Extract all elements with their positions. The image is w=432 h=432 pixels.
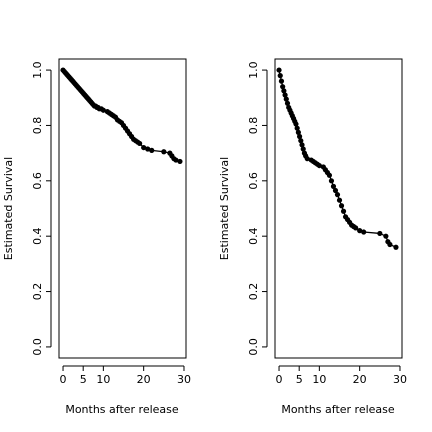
survival-point (161, 149, 167, 155)
survival-point (284, 100, 291, 106)
survival-point (298, 138, 304, 144)
x-tick-label: 10 (96, 373, 110, 386)
x-tick-label: 0 (276, 373, 283, 386)
x-axis-title: Months after release (281, 403, 395, 416)
survival-point (177, 158, 183, 165)
survival-point (336, 197, 343, 203)
x-tick-label: 30 (177, 373, 191, 386)
survival-point (294, 125, 300, 131)
survival-point (296, 133, 303, 140)
y-tick-label: 0.0 (247, 338, 260, 356)
survival-point (282, 92, 288, 98)
survival-point (326, 172, 333, 178)
y-tick-label: 0.8 (31, 117, 44, 135)
survival-point (299, 142, 305, 148)
survival-point (276, 67, 282, 73)
survival-point (141, 144, 147, 151)
survival-point (353, 225, 359, 231)
y-tick-label: 0.6 (31, 172, 44, 190)
x-tick-label: 20 (353, 373, 367, 386)
y-axis-title: Estimated Survival (2, 157, 15, 260)
survival-point (304, 156, 310, 162)
x-tick-label: 5 (296, 373, 303, 386)
y-tick-label: 0.2 (31, 283, 44, 301)
survival-point (316, 162, 322, 169)
plot-frame (58, 58, 187, 359)
survival-point (100, 107, 106, 113)
survival-point (280, 84, 286, 90)
y-tick-label: 0.8 (247, 117, 260, 135)
survival-point (332, 187, 339, 194)
survival-point (295, 129, 301, 135)
survival-point (173, 157, 179, 163)
survival-point (387, 241, 393, 248)
survival-point (300, 146, 306, 152)
y-axis-title: Estimated Survival (218, 157, 231, 260)
x-tick-label: 5 (80, 373, 87, 386)
x-tick-label: 0 (60, 373, 67, 386)
survival-point (293, 121, 299, 127)
survival-point (328, 178, 335, 184)
left-survival-panel: 0 5 10 20 30 0.0 0.2 0.4 0.6 0.8 1.0 Months after r… (2, 58, 191, 416)
survival-point (278, 78, 285, 84)
y-tick-label: 1.0 (31, 61, 44, 79)
survival-point (377, 230, 383, 237)
x-tick-label: 20 (137, 373, 151, 386)
survival-point (393, 244, 399, 250)
survival-point (283, 96, 289, 102)
survival-point (137, 140, 143, 147)
survival-point (383, 233, 389, 239)
plot-frame (274, 58, 403, 359)
survival-point (361, 229, 367, 235)
y-tick-label: 0.4 (247, 227, 260, 245)
survival-point (149, 147, 155, 153)
y-tick-label: 0.2 (247, 283, 260, 301)
x-tick-label: 10 (312, 373, 326, 386)
survival-point (340, 208, 347, 214)
survival-curve (62, 69, 181, 163)
y-tick-label: 1.0 (247, 61, 260, 79)
x-tick-label: 30 (393, 373, 407, 386)
survival-point (330, 183, 337, 189)
survival-point (334, 192, 341, 198)
survival-point (338, 203, 345, 209)
y-tick-label: 0.4 (31, 227, 44, 245)
survival-point (145, 146, 151, 152)
y-tick-label: 0.6 (247, 172, 260, 190)
y-tick-label: 0.0 (31, 338, 44, 356)
survival-curve (278, 69, 397, 248)
survival-point (281, 88, 287, 94)
survival-point (277, 73, 283, 79)
x-axis-title: Months after release (65, 403, 179, 416)
survival-point (357, 228, 363, 234)
right-survival-panel: 0 5 10 20 30 0.0 0.2 0.4 0.6 0.8 1.0 Months after r… (218, 58, 407, 416)
